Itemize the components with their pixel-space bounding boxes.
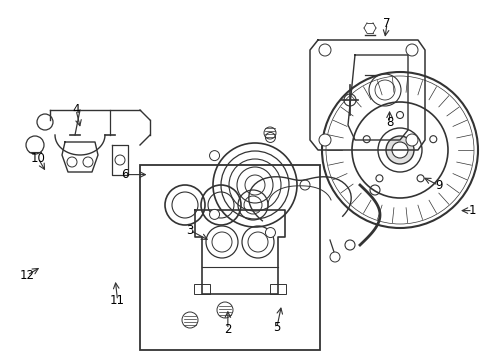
Text: 11: 11 xyxy=(110,294,125,307)
Circle shape xyxy=(266,228,275,238)
Bar xyxy=(270,284,286,294)
Circle shape xyxy=(210,150,220,161)
Text: 9: 9 xyxy=(435,179,442,192)
Text: 10: 10 xyxy=(31,152,46,165)
Circle shape xyxy=(210,210,220,219)
Circle shape xyxy=(300,180,310,190)
Circle shape xyxy=(430,136,437,143)
Bar xyxy=(194,284,210,294)
Circle shape xyxy=(386,136,414,164)
Text: 7: 7 xyxy=(383,17,391,30)
Text: 1: 1 xyxy=(469,204,477,217)
Circle shape xyxy=(396,112,403,118)
Text: 6: 6 xyxy=(121,168,129,181)
Circle shape xyxy=(67,157,77,167)
Circle shape xyxy=(406,44,418,56)
Text: 12: 12 xyxy=(20,269,34,282)
Circle shape xyxy=(319,134,331,146)
Circle shape xyxy=(266,132,275,143)
Circle shape xyxy=(330,252,340,262)
Text: 8: 8 xyxy=(386,116,393,129)
Circle shape xyxy=(83,157,93,167)
Circle shape xyxy=(376,175,383,182)
Circle shape xyxy=(319,44,331,56)
Bar xyxy=(140,165,320,350)
Text: 4: 4 xyxy=(72,103,80,116)
Circle shape xyxy=(417,175,424,182)
Circle shape xyxy=(392,142,408,158)
Text: 3: 3 xyxy=(186,224,194,237)
Text: 2: 2 xyxy=(224,323,232,336)
Circle shape xyxy=(115,155,125,165)
Text: 5: 5 xyxy=(273,321,281,334)
Circle shape xyxy=(406,134,418,146)
Circle shape xyxy=(363,136,370,143)
